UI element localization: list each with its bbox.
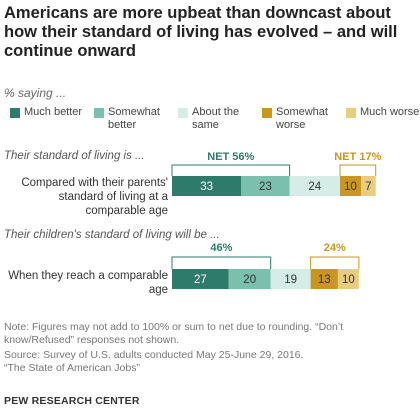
- net-better-bracket: [171, 256, 272, 269]
- bar-segment: [172, 269, 229, 289]
- legend-item-much-worse: Much worse: [346, 106, 420, 119]
- bar-segment: [241, 176, 290, 196]
- bar-value-label: 27: [194, 274, 207, 286]
- legend-swatch: [346, 108, 356, 118]
- legend-item-much-better: Much better: [10, 106, 84, 119]
- legend-label: Much better: [24, 106, 83, 118]
- chart-legend: Much better Somewhat better About the sa…: [0, 106, 420, 146]
- bar-segment: [340, 176, 361, 196]
- net-worse-label: 24%: [324, 242, 346, 254]
- legend-swatch: [10, 108, 20, 118]
- bar-segment: [289, 176, 340, 196]
- bar-value-label: 23: [259, 181, 272, 193]
- row-label-parents: Compared with their parents' standard of…: [21, 177, 168, 217]
- bar-value-label: 10: [344, 181, 357, 193]
- bar-segment: [310, 269, 338, 289]
- legend-label: Somewhat worse: [276, 106, 328, 131]
- row-label-children: When they reach a comparable age: [8, 270, 168, 296]
- bar-value-label: 19: [284, 274, 297, 286]
- legend-item-about-the-same: About the same: [178, 106, 252, 132]
- section-label-current: Their standard of living is ...: [4, 150, 145, 162]
- net-better-bracket: [171, 164, 291, 176]
- net-worse-label: NET 17%: [334, 151, 381, 163]
- source-line: Source: Survey of U.S. adults conducted …: [4, 349, 304, 361]
- chart-subtitle: % saying ...: [4, 86, 67, 100]
- bar-segment: [228, 269, 271, 289]
- legend-swatch: [262, 108, 272, 118]
- legend-item-somewhat-better: Somewhat better: [94, 106, 168, 132]
- bar-segment: [361, 176, 376, 196]
- section-label-children: Their children's standard of living will…: [4, 229, 220, 241]
- legend-swatch: [94, 108, 104, 118]
- legend-label: About the same: [192, 106, 240, 131]
- legend-label: Much worse: [360, 106, 420, 118]
- net-worse-bracket: [310, 256, 360, 269]
- bar-value-label: 24: [308, 181, 321, 193]
- legend-item-somewhat-worse: Somewhat worse: [262, 106, 336, 132]
- bar-value-label: 33: [200, 181, 213, 193]
- bar-segment: [337, 269, 359, 289]
- bar-value-label: 13: [318, 274, 331, 286]
- legend-label: Somewhat better: [108, 106, 160, 131]
- net-worse-bracket: [339, 164, 377, 176]
- bar-segment: [172, 176, 242, 196]
- bar-value-label: 20: [243, 274, 256, 286]
- bar-value-label: 10: [342, 274, 355, 286]
- chart-note: Note: Figures may not add to 100% or sum…: [4, 321, 344, 346]
- chart-title: Americans are more upbeat than downcast …: [4, 4, 398, 60]
- legend-swatch: [178, 108, 188, 118]
- brand-label: PEW RESEARCH CENTER: [4, 395, 140, 407]
- bar-value-label: 7: [365, 181, 371, 193]
- net-better-label: 46%: [210, 242, 232, 254]
- stacked-bar-chart: 33 23 24 10 7 NET 56% NET 17% 27 20 19 13 10 46% 24%: [171, 151, 382, 289]
- source-report: “The State of American Jobs”: [4, 362, 140, 374]
- net-better-label: NET 56%: [207, 151, 254, 163]
- bar-segment: [270, 269, 311, 289]
